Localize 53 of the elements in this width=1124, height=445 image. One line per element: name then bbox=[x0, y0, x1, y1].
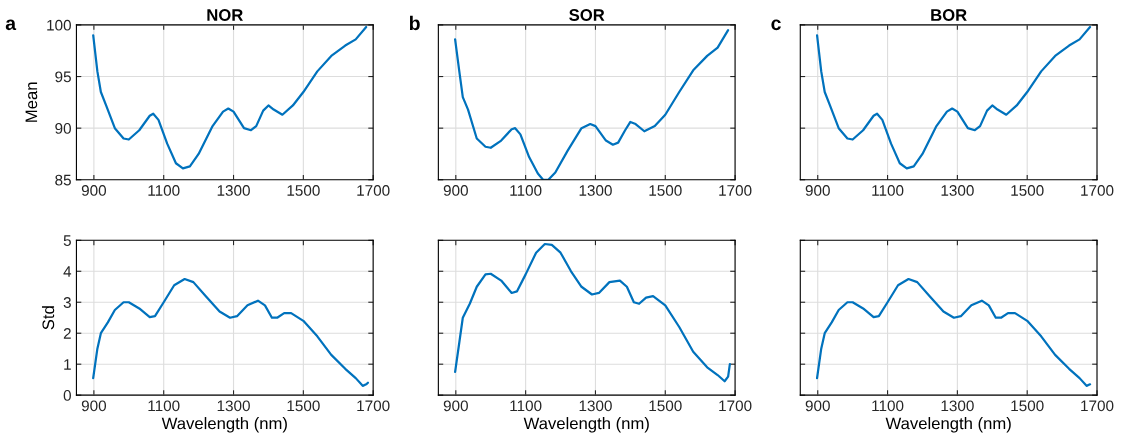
x-tick-label: 900 bbox=[443, 185, 468, 196]
y-tick-label: 100 bbox=[47, 19, 71, 31]
x-axis-title: Wavelength (nm) bbox=[161, 417, 287, 433]
y-tick-label: 95 bbox=[55, 71, 71, 83]
x-tick-label: 1700 bbox=[357, 185, 390, 196]
y-tick-label: 2 bbox=[63, 328, 71, 339]
x-tick-label: 1500 bbox=[1011, 185, 1044, 196]
x-axis-title: Wavelength (nm) bbox=[885, 417, 1011, 433]
x-tick-label: 900 bbox=[805, 400, 830, 412]
line-series bbox=[92, 277, 370, 387]
text: c bbox=[771, 19, 781, 31]
x-tick-label: 900 bbox=[81, 185, 107, 196]
x-tick-label: 900 bbox=[81, 400, 107, 412]
x-tick-label: 1500 bbox=[1011, 400, 1044, 412]
x-tick-label: 1100 bbox=[510, 400, 542, 412]
x-tick-label: 1700 bbox=[719, 400, 752, 412]
x-tick-label: 1500 bbox=[649, 185, 682, 196]
y-tick-label: 90 bbox=[55, 123, 71, 134]
chart-title: NOR bbox=[207, 9, 243, 21]
x-tick-label: 1300 bbox=[941, 400, 974, 412]
chart-title: BOR bbox=[931, 9, 967, 21]
x-tick-label: 1300 bbox=[217, 185, 250, 196]
x-tick-label: 900 bbox=[805, 185, 830, 196]
y-tick-label: 1 bbox=[64, 359, 71, 370]
text: b bbox=[409, 15, 420, 31]
x-tick-label: 1100 bbox=[510, 185, 542, 196]
y-tick-label: 3 bbox=[63, 297, 71, 308]
x-tick-label: 1700 bbox=[1081, 185, 1114, 196]
x-tick-label: 1100 bbox=[148, 185, 180, 196]
y-tick-label: 4 bbox=[63, 266, 72, 277]
y-axis-title: Std bbox=[41, 306, 55, 330]
y-tick-label: 0 bbox=[63, 390, 71, 401]
x-tick-label: 1300 bbox=[941, 185, 974, 196]
x-tick-label: 1100 bbox=[148, 400, 180, 412]
x-tick-label: 1500 bbox=[649, 400, 682, 412]
x-tick-label: 1100 bbox=[872, 400, 904, 412]
x-tick-label: 1300 bbox=[579, 400, 612, 412]
x-axis-title: Wavelength (nm) bbox=[523, 417, 649, 433]
x-tick-label: 1500 bbox=[287, 400, 320, 412]
x-tick-label: 1100 bbox=[872, 185, 904, 196]
x-tick-label: 1700 bbox=[357, 400, 390, 412]
x-tick-label: 1300 bbox=[579, 185, 612, 196]
x-tick-label: 900 bbox=[443, 400, 468, 412]
x-tick-label: 1700 bbox=[719, 185, 752, 196]
y-tick-label: 5 bbox=[63, 235, 71, 246]
chart-title: SOR bbox=[569, 9, 605, 21]
text: a bbox=[5, 19, 17, 31]
line-series bbox=[92, 25, 368, 170]
y-axis-title: Mean bbox=[25, 82, 38, 122]
x-tick-label: 1700 bbox=[1081, 400, 1114, 412]
x-tick-label: 1300 bbox=[217, 400, 250, 412]
y-tick-label: 85 bbox=[55, 174, 71, 186]
x-tick-label: 1500 bbox=[287, 185, 320, 196]
